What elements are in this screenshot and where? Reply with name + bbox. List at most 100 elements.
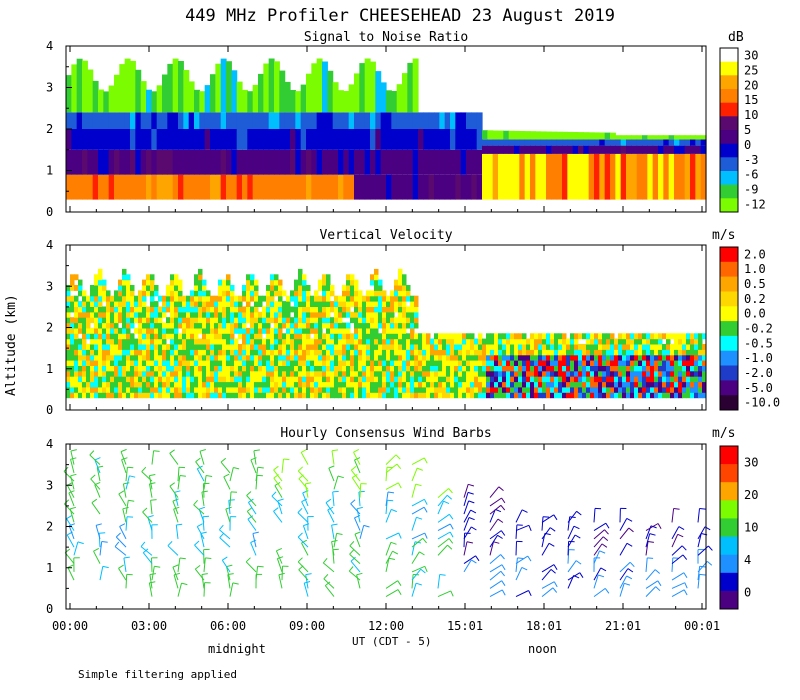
wind-barb-flag [387, 491, 395, 494]
snr-cell [108, 174, 115, 200]
velocity-cell [218, 301, 223, 307]
velocity-cell [638, 386, 643, 393]
velocity-cell [454, 386, 459, 393]
velocity-cell [142, 344, 147, 350]
snr-cell [487, 153, 494, 200]
wind-barb-flag [70, 449, 77, 452]
velocity-cell [274, 311, 279, 318]
velocity-cell [218, 365, 223, 372]
velocity-cell [110, 338, 115, 345]
velocity-cell [618, 365, 623, 372]
velocity-cell [346, 354, 351, 361]
velocity-cell [546, 365, 551, 372]
velocity-cell [494, 349, 499, 356]
velocity-cell [350, 338, 355, 345]
snr-cell [210, 174, 216, 200]
velocity-cell [306, 290, 311, 297]
snr-cell [508, 130, 515, 140]
velocity-cell [346, 301, 351, 307]
velocity-cell [534, 333, 539, 340]
velocity-cell [138, 301, 143, 307]
velocity-cell [610, 338, 615, 345]
wind-barb-flag [683, 572, 688, 579]
velocity-cell [134, 327, 139, 334]
velocity-cell [366, 311, 371, 318]
velocity-cell [394, 322, 399, 329]
velocity-cell [526, 344, 531, 350]
wind-barb-flag [205, 557, 212, 559]
velocity-cell [382, 322, 387, 329]
scale-swatch [720, 130, 738, 145]
velocity-cell [254, 290, 259, 297]
velocity-cell [374, 279, 379, 286]
scale-swatch [720, 365, 738, 381]
velocity-cell [486, 333, 491, 340]
wind-barb [697, 508, 700, 523]
velocity-cell [666, 354, 671, 361]
main-title: 449 MHz Profiler CHEESEHEAD 23 August 20… [185, 6, 615, 26]
velocity-cell [686, 344, 691, 350]
velocity-cell [190, 333, 195, 340]
snr-cell [295, 174, 302, 200]
velocity-cell [342, 295, 347, 302]
velocity-cell [602, 392, 607, 399]
snr-cell [348, 112, 355, 129]
snr-cell [386, 112, 392, 129]
wind-barb [250, 459, 257, 474]
wind-barb-flag [123, 482, 130, 485]
snr-cell [450, 129, 456, 150]
velocity-cell [102, 344, 107, 350]
velocity-cell [142, 365, 147, 372]
velocity-cell [274, 344, 279, 350]
velocity-cell [194, 381, 199, 388]
velocity-cell [286, 370, 291, 377]
velocity-cell [538, 365, 543, 372]
velocity-cell [114, 344, 119, 350]
velocity-cell [66, 327, 71, 334]
velocity-cell [278, 370, 283, 377]
velocity-cell [270, 376, 275, 383]
velocity-cell [582, 392, 587, 399]
velocity-cell [106, 344, 111, 350]
velocity-cell [698, 365, 703, 372]
wind-barb-flag [142, 507, 148, 513]
velocity-cell [346, 306, 351, 313]
velocity-cell [662, 354, 667, 361]
velocity-cell [194, 333, 199, 340]
velocity-cell [226, 317, 231, 324]
velocity-cell [582, 370, 587, 377]
velocity-cell [322, 365, 327, 372]
velocity-cell [414, 386, 419, 393]
scale-label: -9 [744, 183, 758, 197]
velocity-cell [678, 338, 683, 345]
velocity-cell [566, 381, 571, 388]
snr-cell [124, 129, 131, 150]
wind-barb [671, 526, 680, 540]
velocity-cell [594, 333, 599, 340]
snr-cell [311, 63, 318, 113]
velocity-cell [150, 370, 155, 377]
velocity-cell [606, 349, 611, 356]
velocity-cell [98, 290, 103, 297]
velocity-cell [206, 349, 211, 356]
velocity-cell [142, 327, 147, 334]
velocity-cell [174, 360, 179, 366]
velocity-cell [418, 338, 423, 345]
velocity-cell [226, 381, 231, 388]
wind-barb-flag [398, 532, 402, 539]
wind-barb [125, 574, 128, 589]
velocity-cell [686, 376, 691, 383]
velocity-cell [130, 295, 135, 302]
velocity-cell [570, 360, 575, 366]
velocity-cell [466, 360, 471, 366]
velocity-cell [230, 301, 235, 307]
velocity-cell [542, 365, 547, 372]
wind-barb [66, 534, 75, 548]
velocity-cell [362, 376, 367, 383]
velocity-cell [82, 349, 87, 356]
velocity-cell [358, 360, 363, 366]
velocity-cell [542, 370, 547, 377]
wind-barb-flag [201, 490, 208, 493]
velocity-cell [594, 386, 599, 393]
velocity-cell [234, 338, 239, 345]
